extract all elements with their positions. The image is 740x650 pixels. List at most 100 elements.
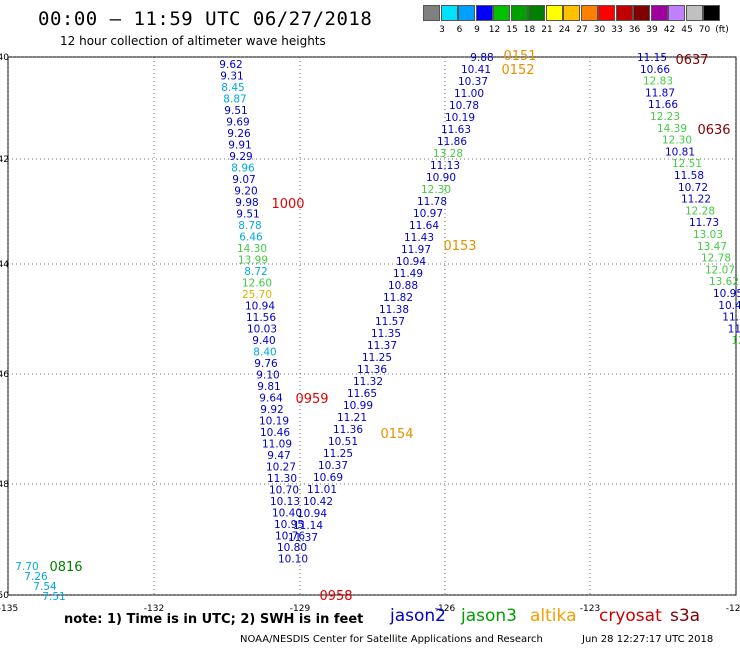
wave-height-label: 10.37 [458, 76, 488, 88]
lon-tick-label: -135 [0, 604, 18, 614]
color-scale-swatch [528, 5, 545, 21]
wave-height-label: 10.19 [445, 112, 475, 124]
wave-height-label: 11.37 [288, 532, 318, 544]
wave-height-label: 7.51 [42, 591, 65, 603]
color-scale-swatch [580, 5, 598, 21]
color-scale-label: 30 [593, 25, 606, 35]
wave-height-label: 11.73 [689, 217, 719, 229]
wave-height-label: 7.54 [33, 581, 57, 593]
wave-height-label: 11.38 [379, 304, 409, 316]
color-scale-label: 12 [488, 25, 501, 35]
wave-height-label: 12.28 [685, 205, 715, 217]
color-scale-label: 3 [439, 25, 445, 35]
wave-height-label: 9.07 [232, 174, 255, 186]
wave-height-label: 13.28 [433, 148, 463, 160]
wave-height-label: 11.66 [648, 99, 678, 111]
wave-height-label: 12.51 [672, 158, 702, 170]
map-title: 00:00 – 11:59 UTC 06/27/2018 [38, 8, 373, 30]
wave-height-label: 9.29 [229, 151, 252, 163]
axis-tick-labels: 40 42 44 46 48 50 -135 -132 -129 -126 -123 -120 [0, 53, 740, 614]
track-b: 9.8810.4110.3711.0010.7810.1911.6311.861… [288, 52, 494, 544]
wave-height-label: 9.62 [219, 59, 242, 71]
lat-tick-label: 40 [0, 53, 9, 63]
wave-height-label: 11.56 [246, 312, 276, 324]
wave-height-label: 11.32 [353, 376, 383, 388]
wave-height-label: 11.49 [393, 268, 423, 280]
wave-height-label: 9.76 [254, 358, 278, 370]
wave-height-label: 10.69 [313, 472, 343, 484]
wave-height-label: 9.10 [256, 370, 279, 382]
wave-height-label: 11.82 [383, 292, 413, 304]
wave-height-label: 11.87 [645, 87, 675, 99]
wave-height-label: 10.95 [274, 519, 304, 531]
lat-tick-label: 44 [0, 260, 9, 270]
time-tag: 0151 [503, 49, 536, 64]
footnote: note: 1) Time is in UTC; 2) SWH is in fe… [64, 612, 364, 627]
wave-height-label: 10.42 [303, 496, 333, 508]
wave-height-label: 10.37 [318, 460, 348, 472]
wave-height-label: 10.78 [449, 100, 479, 112]
wave-height-label: 13.47 [697, 241, 727, 253]
lon-tick-label: -132 [144, 604, 164, 614]
color-scale-swatch [423, 5, 440, 21]
footer-credit: NOAA/NESDIS Center for Satellite Applica… [240, 634, 543, 645]
wave-height-label: 10.13 [270, 496, 300, 508]
wave-height-label: 7.70 [15, 561, 38, 573]
wave-height-label: 10.27 [266, 462, 296, 474]
wave-height-label: 10.80 [277, 542, 307, 554]
wave-height-label: 8.78 [238, 220, 261, 232]
wave-height-label: 9.47 [267, 450, 290, 462]
wave-height-label: 9.88 [470, 52, 493, 64]
color-scale-swatch [493, 5, 510, 21]
lat-tick-label: 46 [0, 370, 9, 380]
lat-tick-label: 50 [0, 591, 9, 601]
color-scale-swatch [458, 5, 475, 21]
wave-height-label: 12.60 [242, 278, 272, 290]
altimeter-tracks: 9.629.318.458.879.519.699.269.919.298.96… [15, 52, 740, 603]
wave-height-label: 11.22 [681, 194, 711, 206]
wave-height-label: 10.41 [461, 64, 491, 76]
map-frame [7, 56, 737, 596]
lat-lon-grid [7, 56, 737, 596]
wave-height-label: 9.69 [226, 117, 249, 129]
wave-height-label: 8.40 [253, 347, 276, 359]
wave-height-label: 11.09 [262, 439, 292, 451]
wave-height-label: 10.94 [245, 301, 275, 313]
color-scale-label: 24 [558, 25, 571, 35]
time-tag: 0153 [443, 239, 476, 254]
color-scale-swatch [440, 5, 458, 21]
wave-height-label: 10.76 [275, 531, 305, 543]
color-scale-label: 33 [611, 25, 623, 35]
wave-height-label: 9.40 [252, 335, 275, 347]
wave-height-label: 11.63 [441, 124, 471, 136]
wave-height-label: 14.39 [657, 123, 687, 135]
wave-height-label: 9.98 [235, 197, 258, 209]
wave-height-label: 7.26 [24, 571, 48, 583]
wave-height-label: 25.70 [242, 289, 272, 301]
wave-height-label: 10.81 [665, 146, 695, 158]
wave-height-label: 11.43 [404, 232, 434, 244]
color-scale-swatch [685, 5, 703, 21]
wave-height-label: 14.30 [237, 243, 267, 255]
wave-height-label: 11.36 [333, 424, 363, 436]
lon-tick-label: -126 [435, 604, 456, 614]
wave-height-label: 9.81 [257, 381, 280, 393]
wave-height-label: 11.78 [417, 196, 447, 208]
wave-height-label: 10.19 [259, 416, 289, 428]
wave-height-label: 11.30 [267, 473, 297, 485]
wave-height-label: 10.66 [640, 64, 670, 76]
lon-tick-label: -123 [580, 604, 600, 614]
wave-height-label: 11.3 [722, 312, 740, 324]
wave-height-label: 11.36 [357, 364, 387, 376]
wave-height-label: 10.88 [388, 280, 418, 292]
legend-item-s3a: s3a [670, 606, 701, 626]
map-subtitle: 12 hour collection of altimeter wave hei… [60, 34, 326, 48]
wave-height-label: 10.90 [426, 172, 456, 184]
wave-height-label: 11.21 [337, 412, 367, 424]
wave-height-label: 12.78 [701, 253, 731, 265]
color-scale-swatch [668, 5, 685, 21]
color-scale-swatch [510, 5, 528, 21]
color-scale-label: 45 [681, 25, 693, 35]
color-scale-label: 15 [506, 25, 518, 35]
